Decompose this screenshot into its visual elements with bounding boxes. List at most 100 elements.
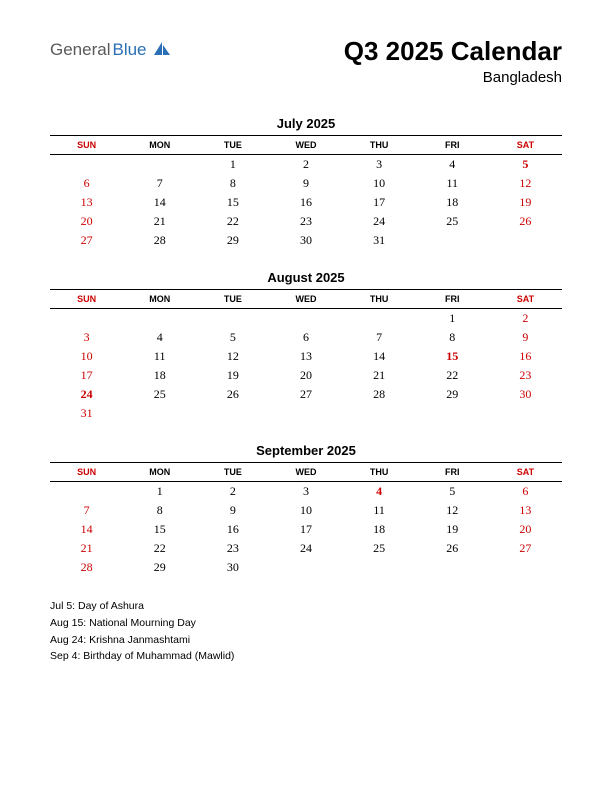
day-cell: 22 — [196, 212, 269, 231]
holiday-item: Jul 5: Day of Ashura — [50, 599, 562, 615]
day-cell: 19 — [489, 193, 562, 212]
day-cell — [269, 558, 342, 577]
day-cell — [343, 404, 416, 423]
page-subtitle: Bangladesh — [344, 69, 562, 86]
day-cell — [50, 309, 123, 329]
day-cell: 26 — [489, 212, 562, 231]
day-cell: 4 — [343, 482, 416, 502]
day-cell: 29 — [196, 231, 269, 250]
day-cell — [489, 558, 562, 577]
day-cell: 8 — [196, 174, 269, 193]
day-cell — [123, 309, 196, 329]
month-title: September 2025 — [50, 443, 562, 458]
day-cell: 17 — [269, 520, 342, 539]
page-title: Q3 2025 Calendar — [344, 36, 562, 67]
day-cell: 21 — [343, 366, 416, 385]
day-cell: 14 — [123, 193, 196, 212]
day-cell: 14 — [343, 347, 416, 366]
day-header: SAT — [489, 290, 562, 309]
calendar-month: September 2025SUNMONTUEWEDTHUFRISAT12345… — [50, 443, 562, 577]
day-cell — [343, 309, 416, 329]
day-cell: 3 — [269, 482, 342, 502]
day-cell: 24 — [50, 385, 123, 404]
holiday-item: Aug 15: National Mourning Day — [50, 616, 562, 632]
day-cell — [416, 404, 489, 423]
day-header: SUN — [50, 136, 123, 155]
day-header: SUN — [50, 290, 123, 309]
day-header: MON — [123, 290, 196, 309]
day-cell — [123, 404, 196, 423]
day-cell: 16 — [196, 520, 269, 539]
day-cell: 6 — [50, 174, 123, 193]
day-cell: 27 — [50, 231, 123, 250]
day-cell — [269, 309, 342, 329]
holiday-item: Aug 24: Krishna Janmashtami — [50, 633, 562, 649]
day-cell: 25 — [343, 539, 416, 558]
day-header: THU — [343, 463, 416, 482]
day-cell: 6 — [489, 482, 562, 502]
day-cell: 17 — [50, 366, 123, 385]
day-cell: 30 — [489, 385, 562, 404]
day-cell: 3 — [343, 155, 416, 175]
day-cell — [489, 404, 562, 423]
day-cell: 12 — [489, 174, 562, 193]
day-header: SUN — [50, 463, 123, 482]
day-cell: 20 — [489, 520, 562, 539]
calendar-month: August 2025SUNMONTUEWEDTHUFRISAT12345678… — [50, 270, 562, 423]
calendar-month: July 2025SUNMONTUEWEDTHUFRISAT1234567891… — [50, 116, 562, 250]
day-cell: 18 — [416, 193, 489, 212]
day-cell: 10 — [269, 501, 342, 520]
day-cell: 13 — [50, 193, 123, 212]
day-cell: 15 — [123, 520, 196, 539]
day-cell: 18 — [123, 366, 196, 385]
day-header: THU — [343, 136, 416, 155]
day-header: WED — [269, 463, 342, 482]
day-cell: 28 — [50, 558, 123, 577]
day-cell: 3 — [50, 328, 123, 347]
holiday-item: Sep 4: Birthday of Muhammad (Mawlid) — [50, 649, 562, 665]
day-cell: 26 — [196, 385, 269, 404]
day-cell: 20 — [269, 366, 342, 385]
day-cell: 7 — [123, 174, 196, 193]
day-cell — [416, 231, 489, 250]
logo: General Blue — [50, 40, 171, 60]
day-cell — [123, 155, 196, 175]
day-cell: 5 — [489, 155, 562, 175]
day-cell: 9 — [196, 501, 269, 520]
day-cell: 5 — [196, 328, 269, 347]
logo-sail-icon — [153, 41, 171, 57]
day-cell: 17 — [343, 193, 416, 212]
day-header: FRI — [416, 136, 489, 155]
day-cell: 15 — [196, 193, 269, 212]
day-cell: 1 — [416, 309, 489, 329]
day-cell: 7 — [343, 328, 416, 347]
day-cell: 27 — [269, 385, 342, 404]
month-title: July 2025 — [50, 116, 562, 131]
month-title: August 2025 — [50, 270, 562, 285]
day-cell: 14 — [50, 520, 123, 539]
day-cell: 11 — [343, 501, 416, 520]
day-cell — [343, 558, 416, 577]
day-cell: 13 — [269, 347, 342, 366]
calendar-table: SUNMONTUEWEDTHUFRISAT1234567891011121314… — [50, 462, 562, 577]
day-cell: 6 — [269, 328, 342, 347]
day-cell: 27 — [489, 539, 562, 558]
day-cell: 13 — [489, 501, 562, 520]
day-cell: 31 — [343, 231, 416, 250]
day-cell: 19 — [416, 520, 489, 539]
day-cell: 16 — [489, 347, 562, 366]
title-block: Q3 2025 Calendar Bangladesh — [344, 36, 562, 86]
calendar-table: SUNMONTUEWEDTHUFRISAT1234567891011121314… — [50, 135, 562, 250]
day-header: MON — [123, 136, 196, 155]
day-cell: 25 — [123, 385, 196, 404]
day-header: MON — [123, 463, 196, 482]
logo-text-general: General — [50, 40, 110, 60]
day-cell: 26 — [416, 539, 489, 558]
day-cell: 29 — [416, 385, 489, 404]
day-header: SAT — [489, 136, 562, 155]
day-cell — [196, 404, 269, 423]
day-cell: 8 — [123, 501, 196, 520]
day-header: SAT — [489, 463, 562, 482]
day-cell: 1 — [196, 155, 269, 175]
calendar-container: July 2025SUNMONTUEWEDTHUFRISAT1234567891… — [50, 116, 562, 577]
